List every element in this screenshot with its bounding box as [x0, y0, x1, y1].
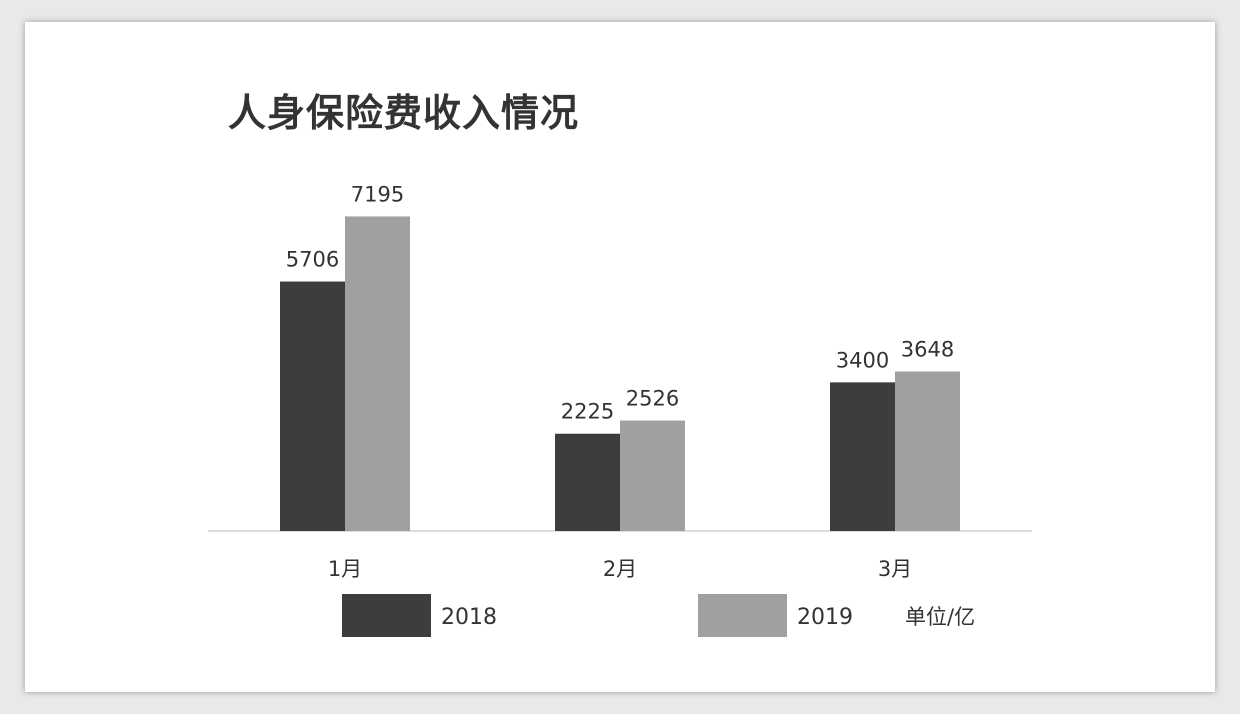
chart-title: 人身保险费收入情况 — [228, 91, 580, 135]
category-label-1: 1月 — [328, 557, 362, 581]
category-label-3: 3月 — [878, 557, 912, 581]
bar-2018-1 — [280, 281, 345, 531]
category-label-2: 2月 — [603, 557, 637, 581]
bar-2018-2 — [555, 433, 620, 531]
unit-label: 单位/亿 — [905, 605, 975, 629]
legend-swatch-2019 — [698, 594, 787, 637]
value-label-2018-3: 3400 — [836, 348, 889, 372]
bars-group — [280, 216, 960, 531]
value-label-2019-2: 2526 — [626, 387, 679, 411]
value-label-2019-3: 3648 — [901, 338, 954, 362]
legend: 2018 2019 — [342, 594, 853, 637]
bar-2019-3 — [895, 371, 960, 531]
slide-canvas — [25, 22, 1215, 692]
bar-2018-3 — [830, 382, 895, 531]
legend-label-2018: 2018 — [441, 605, 497, 630]
value-label-2018-2: 2225 — [561, 400, 614, 424]
legend-label-2019: 2019 — [797, 605, 853, 630]
bar-2019-2 — [620, 420, 685, 531]
value-label-2018-1: 5706 — [286, 248, 339, 272]
value-label-2019-1: 7195 — [351, 182, 404, 206]
bar-2019-1 — [345, 216, 410, 531]
value-labels-group: 5706 7195 2225 2526 3400 3648 — [286, 182, 954, 423]
legend-swatch-2018 — [342, 594, 431, 637]
category-labels-group: 1月 2月 3月 — [328, 557, 912, 581]
